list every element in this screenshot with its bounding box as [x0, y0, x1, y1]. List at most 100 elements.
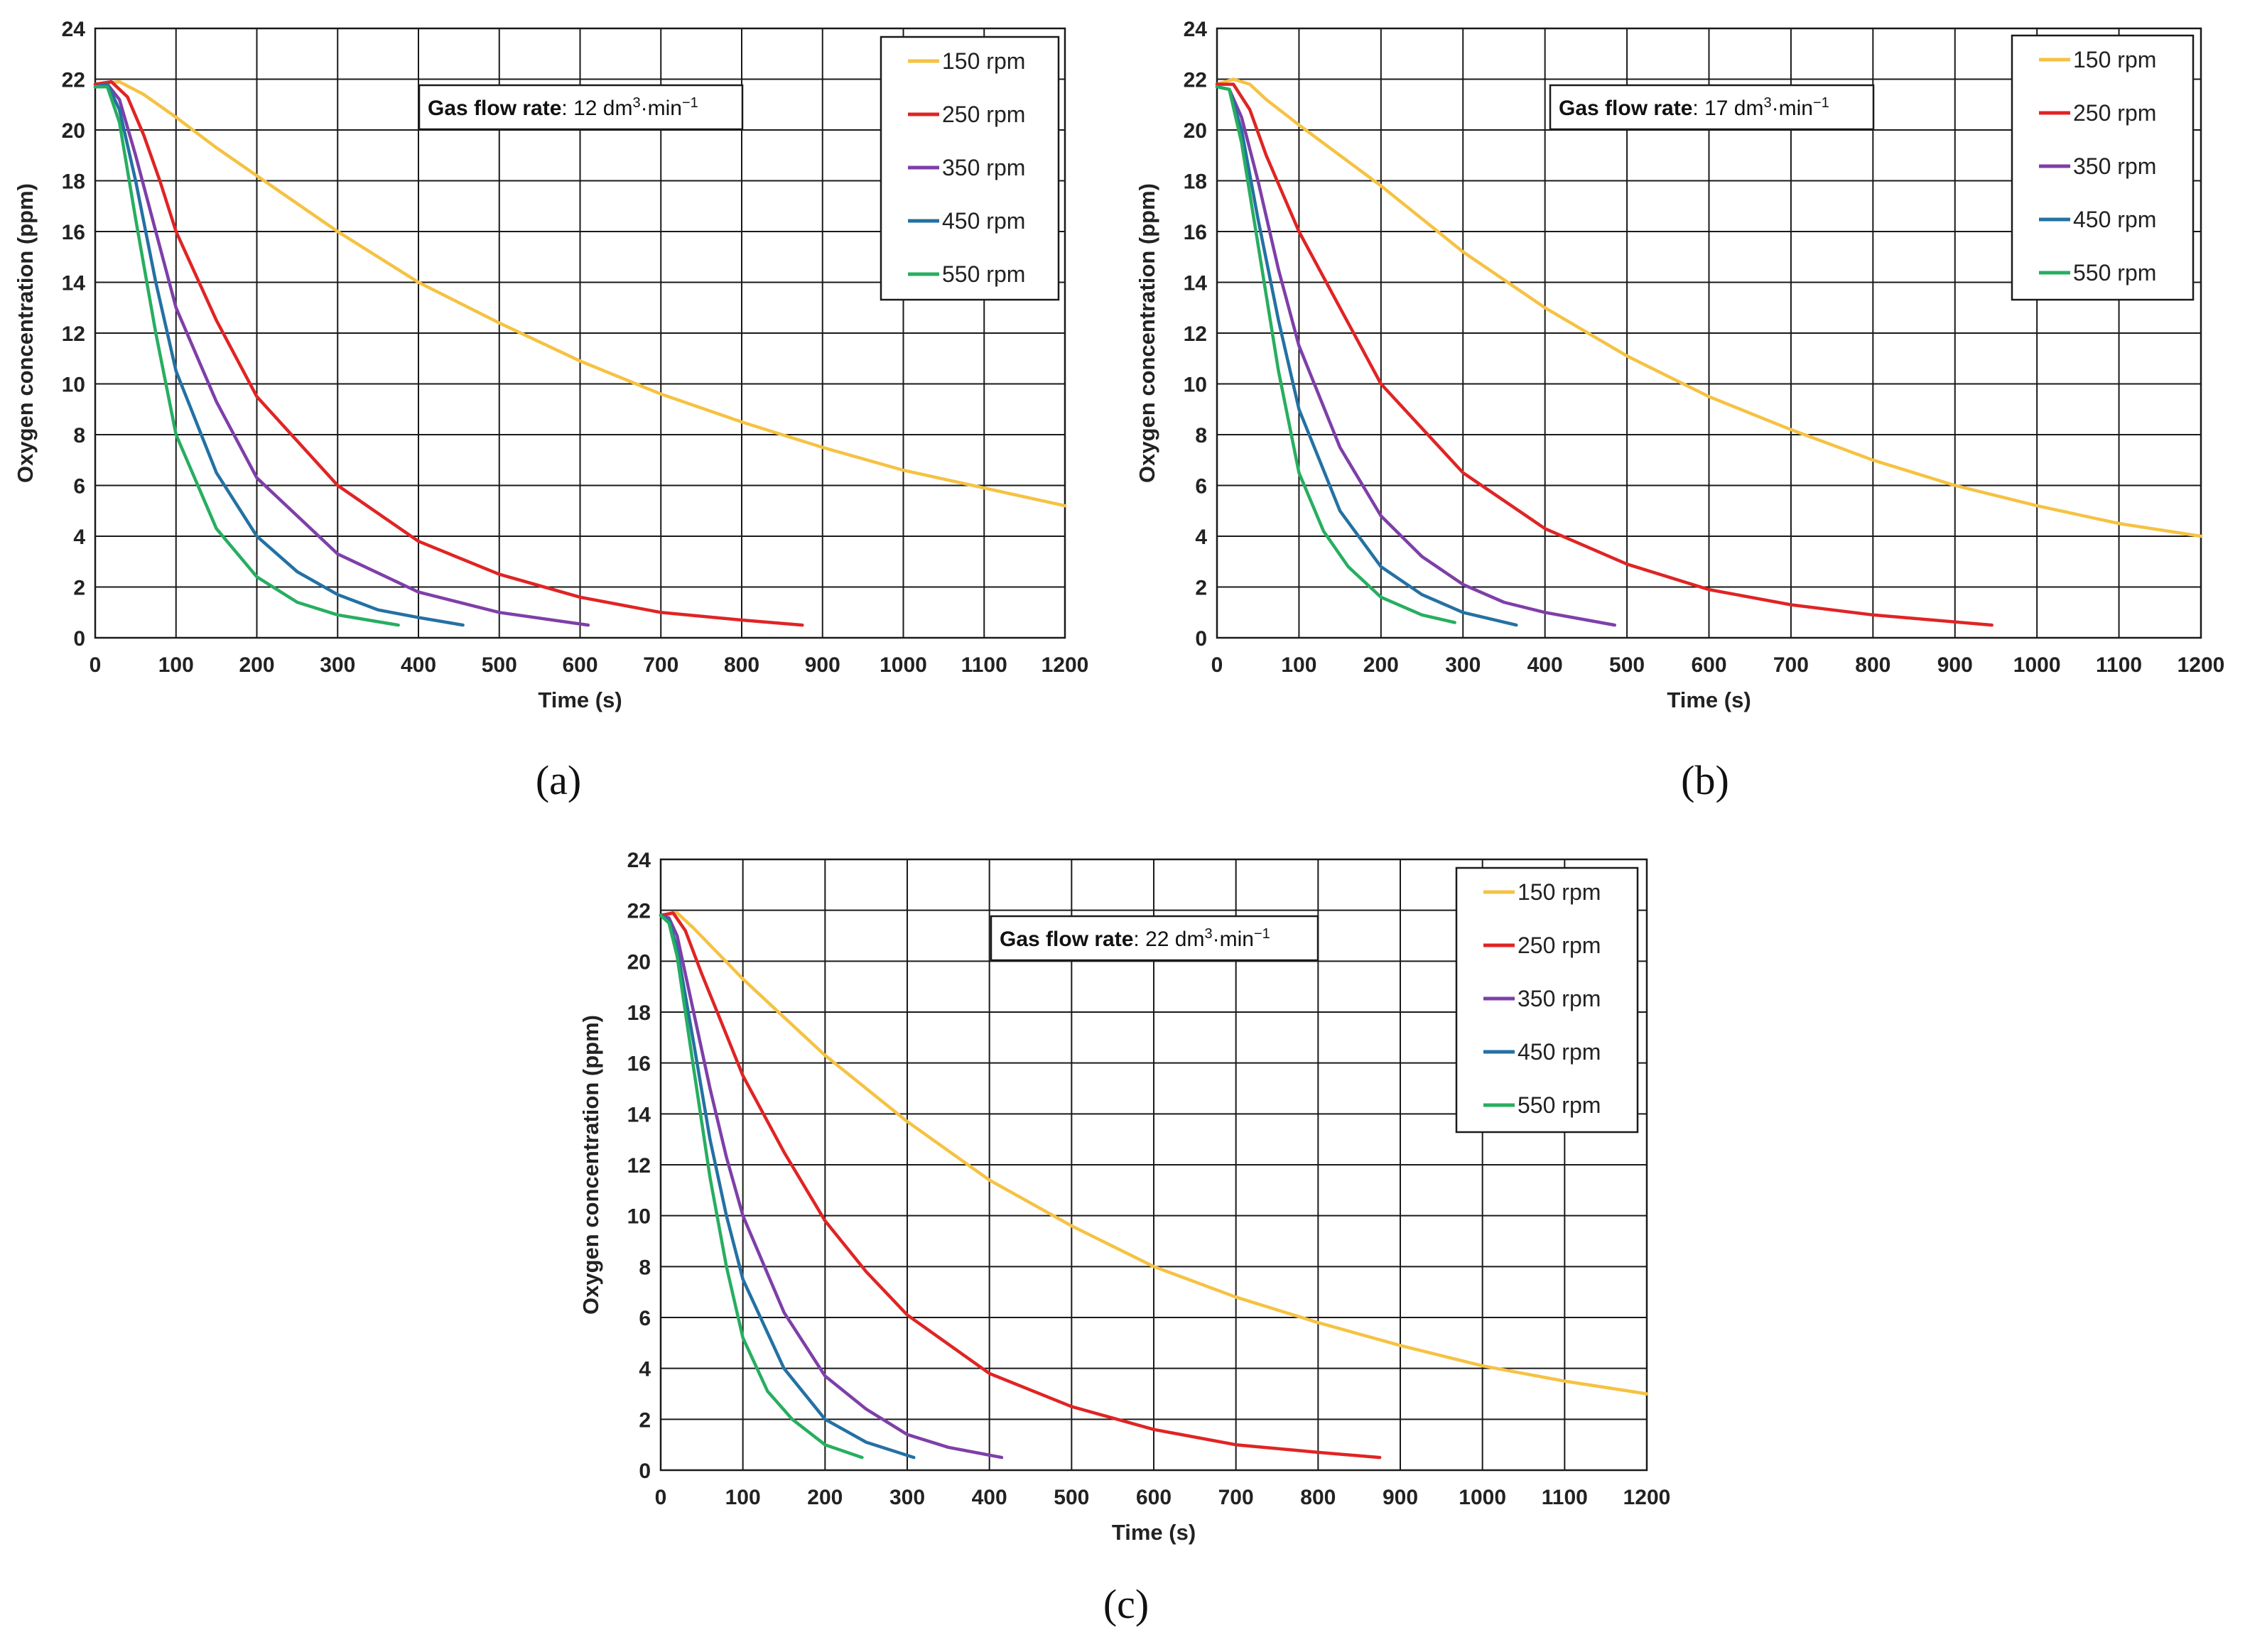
annotation-colon: : 22 dm — [1133, 928, 1204, 951]
chart-panel-2: 0 100 200 300 400 500 600 700 800 900 1000 1100 1200… — [1135, 18, 2224, 803]
y-tick-label: 10 — [1184, 374, 1207, 397]
panel-label: (a) — [536, 757, 581, 803]
y-tick-label: 10 — [627, 1205, 651, 1229]
y-tick-label: 24 — [627, 849, 651, 872]
x-tick-label: 1200 — [1042, 653, 1089, 677]
y-tick-label: 6 — [73, 475, 85, 499]
x-tick-label: 200 — [807, 1486, 843, 1509]
series-line-350-rpm — [93, 82, 590, 627]
x-axis-label: Time (s) — [538, 688, 622, 712]
annotation-label: Gas flow rate — [1559, 97, 1692, 120]
y-tick-label: 14 — [627, 1103, 651, 1126]
plot-frame — [659, 858, 1648, 1472]
annotation-colon: : 12 dm — [561, 97, 632, 120]
plot-frame — [94, 27, 1066, 639]
x-axis-label: Time (s) — [1667, 688, 1751, 712]
legend-entry: 150 rpm — [1483, 879, 1601, 905]
legend-entry: 450 rpm — [2039, 207, 2156, 232]
series-line-550-rpm — [93, 85, 400, 627]
x-tick-label: 700 — [1218, 1486, 1254, 1509]
legend-entry: 350 rpm — [908, 155, 1025, 180]
annotation-box — [990, 915, 1319, 962]
legend-entry: 450 rpm — [1483, 1039, 1601, 1065]
legend-entry: 250 rpm — [2039, 100, 2156, 126]
y-tick-label: 16 — [1184, 221, 1207, 244]
legend-label: 550 rpm — [2073, 260, 2156, 286]
y-tick-label: 2 — [1195, 577, 1207, 600]
plot-frame — [1216, 27, 2202, 639]
y-tick-label: 22 — [62, 69, 85, 92]
panel-label: (c) — [1103, 1581, 1149, 1627]
legend-entry: 450 rpm — [908, 208, 1025, 234]
annotation-sup: −1 — [1254, 926, 1270, 942]
x-tick-label: 100 — [725, 1486, 761, 1509]
x-tick-label: 700 — [1773, 653, 1809, 677]
annotation-label: Gas flow rate — [1000, 928, 1133, 951]
y-tick-label: 6 — [1195, 475, 1207, 499]
y-tick-label: 12 — [627, 1154, 651, 1178]
y-tick-label: 6 — [639, 1307, 651, 1330]
x-tick-label: 900 — [1383, 1486, 1418, 1509]
series-line-350-rpm — [659, 913, 1004, 1460]
legend-label: 450 rpm — [2073, 207, 2156, 232]
x-tick-label: 0 — [1211, 653, 1223, 677]
legend-label: 350 rpm — [2073, 153, 2156, 179]
x-tick-label: 300 — [889, 1486, 925, 1509]
legend-entry: 250 rpm — [908, 102, 1025, 127]
panel-label: (b) — [1681, 757, 1729, 803]
series-line-150-rpm — [659, 911, 1649, 1396]
x-tick-label: 900 — [1937, 653, 1973, 677]
legend-entry: 550 rpm — [908, 261, 1025, 287]
x-axis-label: Time (s) — [1112, 1520, 1196, 1545]
legend-entry: 250 rpm — [1483, 933, 1601, 958]
legend-entry: 150 rpm — [2039, 47, 2156, 72]
series-line-550-rpm — [1215, 85, 1456, 624]
legend-label: 250 rpm — [2073, 100, 2156, 126]
y-tick-label: 4 — [639, 1358, 651, 1381]
y-tick-label: 22 — [1184, 69, 1207, 92]
legend-label: 150 rpm — [2073, 47, 2156, 72]
annotation-sup: −1 — [682, 95, 698, 111]
y-tick-label: 8 — [73, 424, 85, 447]
x-tick-label: 1100 — [961, 653, 1007, 677]
x-tick-label: 600 — [1691, 653, 1726, 677]
y-tick-label: 14 — [62, 272, 86, 295]
x-tick-label: 0 — [655, 1486, 667, 1509]
y-tick-label: 2 — [73, 577, 85, 600]
x-tick-label: 300 — [320, 653, 355, 677]
legend-label: 150 rpm — [1518, 879, 1601, 905]
y-tick-label: 8 — [1195, 424, 1207, 447]
x-tick-label: 400 — [1527, 653, 1563, 677]
legend-label: 450 rpm — [942, 208, 1025, 234]
y-tick-label: 12 — [62, 322, 85, 346]
x-tick-label: 1000 — [880, 653, 927, 677]
legend-entry: 550 rpm — [2039, 260, 2156, 286]
x-tick-label: 600 — [1136, 1486, 1172, 1509]
chart-panel-1: 0 100 200 300 400 500 600 700 800 900 1000 1100 1200… — [13, 18, 1088, 803]
y-axis-label: Oxygen concentration (ppm) — [13, 183, 38, 483]
chart-panel-3: 0 100 200 300 400 500 600 700 800 900 1000 1100 1200… — [578, 849, 1670, 1627]
series-line-150-rpm — [93, 80, 1067, 508]
y-tick-label: 20 — [62, 119, 85, 143]
annotation-sup: 3 — [1763, 95, 1771, 111]
y-tick-label: 12 — [1184, 322, 1207, 346]
y-tick-label: 14 — [1184, 272, 1208, 295]
series-line-150-rpm — [1215, 77, 2203, 538]
x-tick-label: 900 — [805, 653, 840, 677]
x-tick-label: 600 — [562, 653, 597, 677]
legend-entry: 350 rpm — [1483, 986, 1601, 1011]
x-tick-label: 800 — [1300, 1486, 1336, 1509]
legend-label: 550 rpm — [942, 261, 1025, 287]
x-tick-label: 400 — [401, 653, 436, 677]
series-line-550-rpm — [659, 913, 864, 1460]
annotation-unit: ·min — [1213, 928, 1254, 951]
series-line-450-rpm — [93, 82, 465, 627]
x-tick-label: 300 — [1445, 653, 1481, 677]
x-tick-label: 500 — [1054, 1486, 1089, 1509]
y-tick-label: 20 — [1184, 119, 1207, 143]
series-line-450-rpm — [1215, 85, 1518, 627]
annotation-sup: 3 — [632, 95, 640, 111]
y-tick-label: 18 — [1184, 170, 1207, 194]
x-tick-label: 1100 — [2096, 653, 2142, 677]
legend-label: 350 rpm — [1518, 986, 1601, 1011]
